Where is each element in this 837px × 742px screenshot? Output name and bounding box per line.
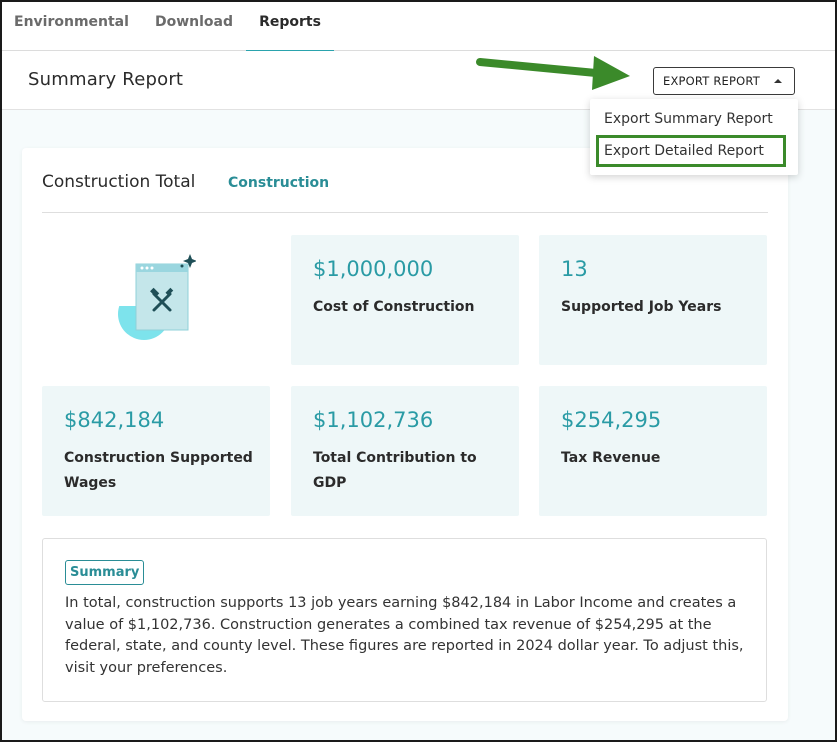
summary-badge: Summary — [65, 560, 145, 585]
tab-environmental[interactable]: Environmental — [14, 14, 129, 30]
card-title: Construction Total — [42, 172, 196, 192]
card-subtitle: Construction — [228, 175, 330, 191]
stat-cost-of-construction: $1,000,000 Cost of Construction — [291, 235, 519, 365]
stat-label: Cost of Construction — [313, 299, 475, 315]
stat-label: Supported Job Years — [561, 299, 722, 315]
tab-bar: Environmental Download Reports — [2, 2, 835, 52]
construction-total-card: Construction Total Construction $1,000,0… — [22, 148, 788, 721]
stat-supported-job-years: 13 Supported Job Years — [539, 235, 767, 365]
tab-reports-label: Reports — [259, 14, 321, 30]
page-title: Summary Report — [28, 69, 184, 90]
stat-total-contribution-to-gdp: $1,102,736 Total Contribution to GDP — [291, 386, 519, 516]
stat-value: $1,000,000 — [313, 257, 434, 281]
stat-value: 13 — [561, 257, 588, 281]
tab-reports[interactable]: Reports — [246, 2, 334, 52]
export-summary-report-option[interactable]: Export Summary Report — [604, 111, 773, 127]
summary-text: In total, construction supports 13 job y… — [65, 595, 744, 676]
stat-value: $842,184 — [64, 408, 165, 432]
export-report-label: EXPORT REPORT — [663, 74, 760, 88]
stat-construction-supported-wages: $842,184 Construction Supported Wages — [42, 386, 270, 516]
divider — [42, 212, 768, 213]
stat-value: $254,295 — [561, 408, 662, 432]
stat-label: Total Contribution to GDP — [313, 450, 477, 491]
tab-download[interactable]: Download — [154, 14, 234, 30]
export-detailed-report-option[interactable]: Export Detailed Report — [596, 135, 786, 167]
green-annotation-arrow-icon — [476, 56, 630, 90]
export-report-button[interactable]: EXPORT REPORT — [653, 67, 795, 95]
summary-box: Summary In total, construction supports … — [42, 538, 767, 702]
export-dropdown-menu: Export Summary Report Export Detailed Re… — [590, 99, 798, 175]
caret-up-icon — [774, 79, 782, 83]
construction-tools-illustration — [116, 254, 196, 340]
stat-label: Construction Supported Wages — [64, 450, 253, 491]
stat-tax-revenue: $254,295 Tax Revenue — [539, 386, 767, 516]
stat-value: $1,102,736 — [313, 408, 434, 432]
stat-label: Tax Revenue — [561, 450, 661, 466]
